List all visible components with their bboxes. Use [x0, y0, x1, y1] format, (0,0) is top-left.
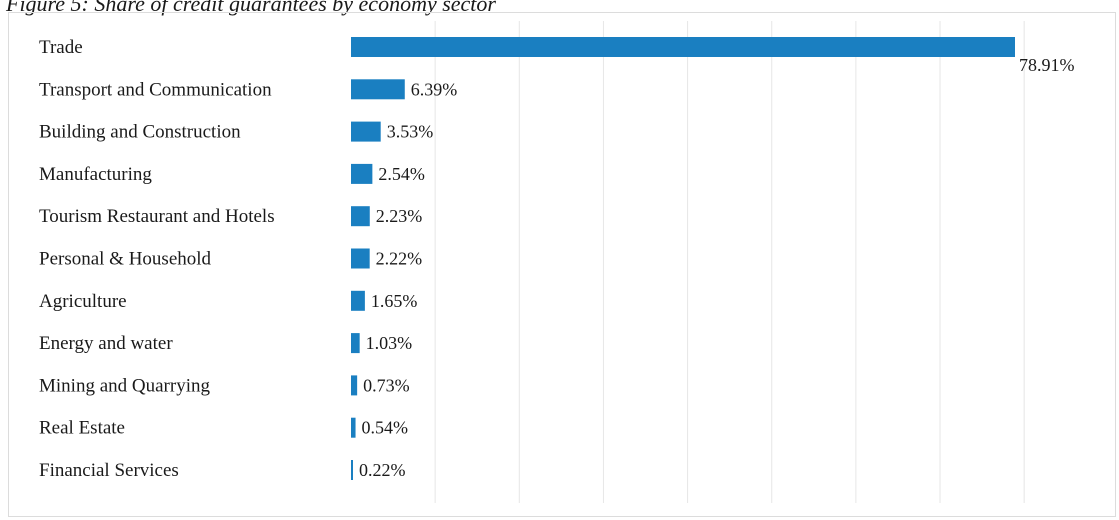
value-label: 0.73%	[363, 375, 410, 395]
category-label: Mining and Quarrying	[39, 375, 210, 396]
category-label: Transport and Communication	[39, 79, 272, 100]
category-label: Energy and water	[39, 333, 173, 354]
value-label: 2.23%	[376, 206, 423, 226]
chart-area: Trade Transport and Communication Building…	[8, 12, 1116, 517]
value-label: 1.03%	[366, 333, 413, 353]
value-label: 0.22%	[359, 460, 406, 480]
value-label: 6.39%	[411, 79, 458, 99]
bar-agriculture	[351, 291, 365, 311]
bar-energy-and-water	[351, 333, 360, 353]
bar-real-estate	[351, 418, 356, 438]
category-label: Financial Services	[39, 460, 179, 481]
bar-mining-and-quarrying	[351, 375, 357, 395]
value-label: 78.91%	[1019, 55, 1075, 75]
bar-personal-household	[351, 249, 370, 269]
bar-manufacturing	[351, 164, 372, 184]
category-label: Agriculture	[39, 291, 127, 312]
value-label: 3.53%	[387, 122, 434, 142]
category-label: Tourism Restaurant and Hotels	[39, 206, 275, 227]
category-labels: Trade Transport and Communication Building…	[39, 37, 275, 481]
value-labels: 78.91% 6.39% 3.53% 2.54% 2.23% 2.22% 1.65% 1.03…	[359, 55, 1075, 480]
value-label: 2.54%	[378, 164, 425, 184]
bar-financial-services	[351, 460, 353, 480]
category-label: Real Estate	[39, 418, 125, 439]
bar-transport-and-communication	[351, 79, 405, 99]
bar-chart: Trade Transport and Communication Building…	[9, 13, 1115, 516]
bars	[351, 37, 1015, 480]
category-label: Building and Construction	[39, 122, 241, 143]
category-label: Manufacturing	[39, 164, 152, 185]
bar-building-and-construction	[351, 122, 381, 142]
category-label: Personal & Household	[39, 249, 212, 270]
value-label: 0.54%	[362, 418, 409, 438]
bar-tourism-restaurant-and-hotels	[351, 206, 370, 226]
value-label: 1.65%	[371, 291, 418, 311]
gridlines	[435, 21, 1024, 503]
value-label: 2.22%	[376, 249, 423, 269]
category-label: Trade	[39, 37, 83, 58]
bar-trade	[351, 37, 1015, 57]
